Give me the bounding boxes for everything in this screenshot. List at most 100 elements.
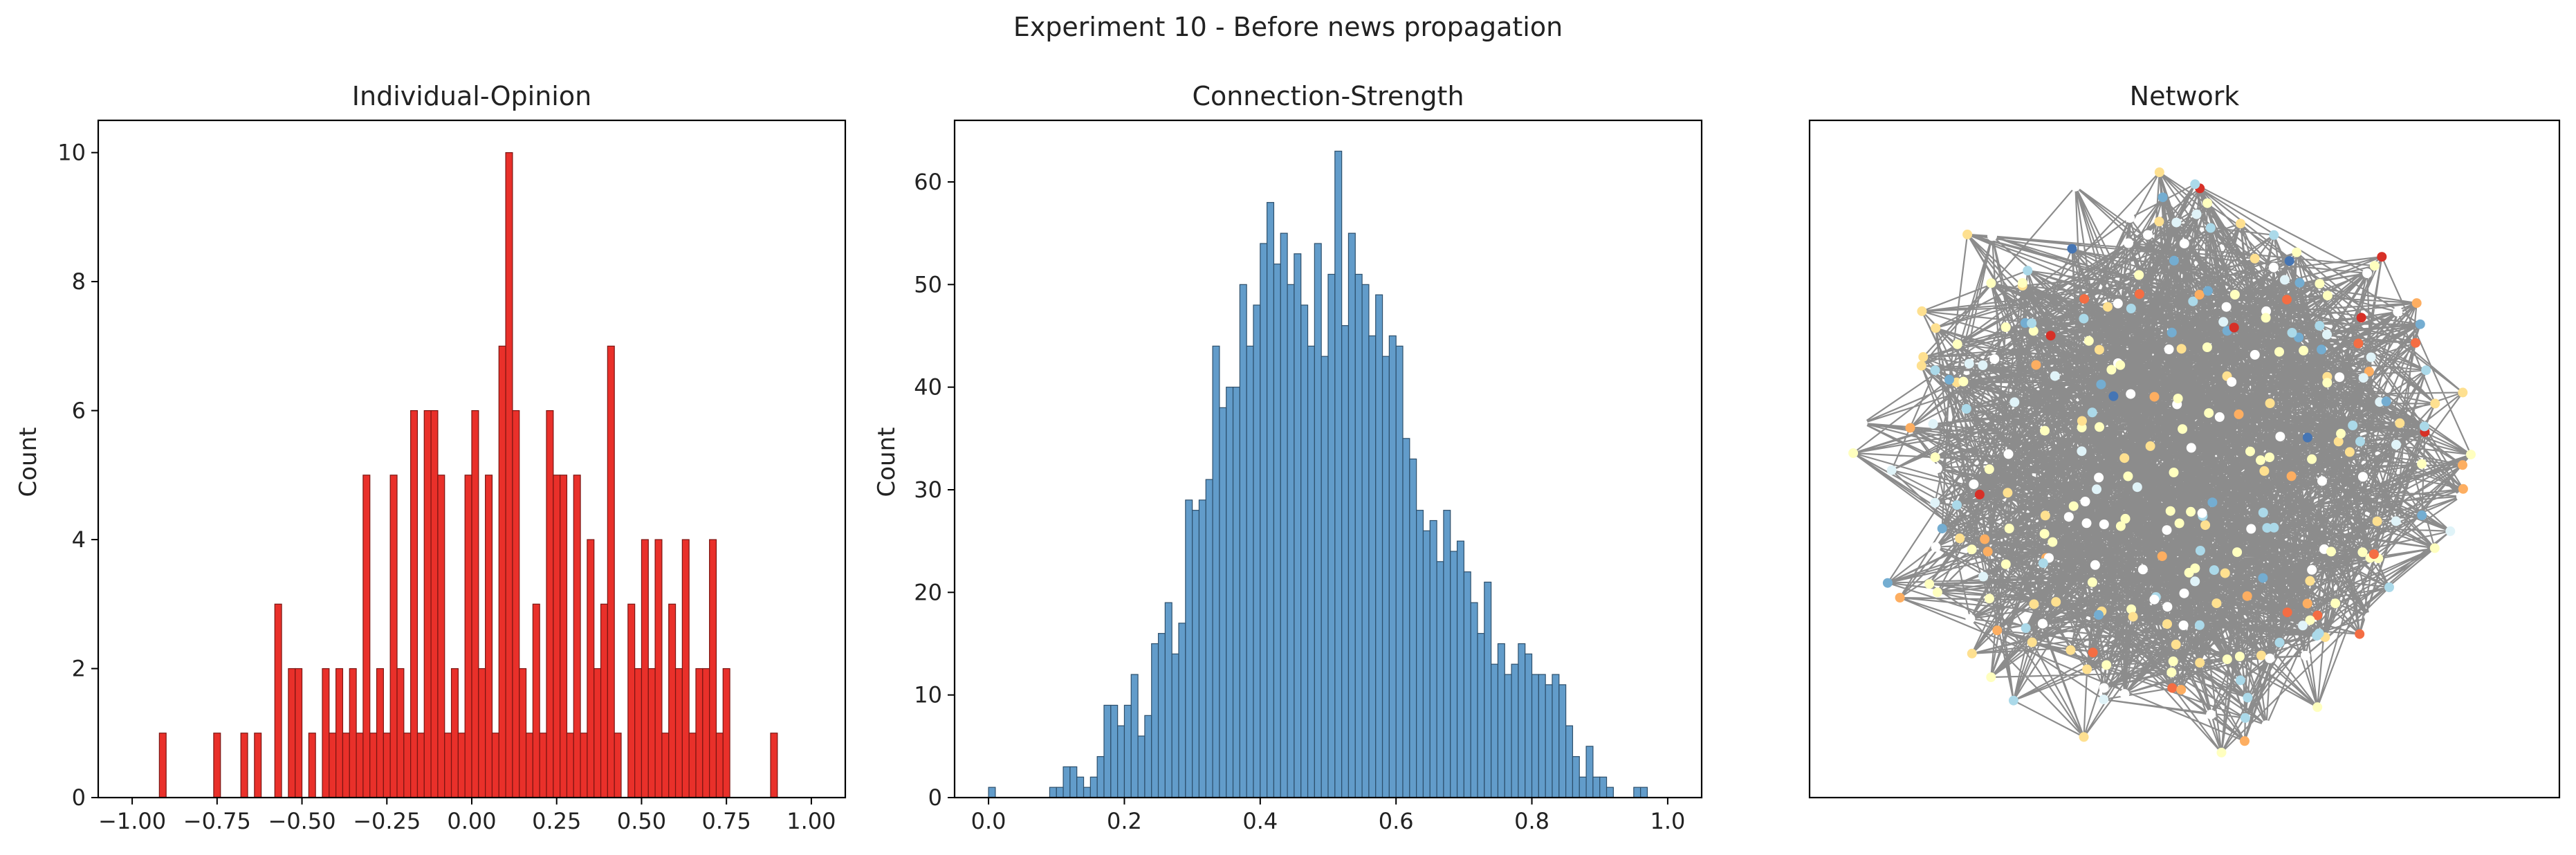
histogram-bar [1375,294,1383,798]
network-node [2284,256,2294,266]
histogram-bar [322,668,330,798]
x-tick-label: 0.8 [1514,808,1549,834]
histogram-bar [1565,725,1574,798]
histogram-bar [553,475,561,798]
network-node [2070,181,2081,192]
histogram-bar [1171,653,1179,798]
network-node [2176,685,2187,695]
network-node [2282,295,2292,305]
network-node [1930,365,1940,376]
histogram-bar [1157,633,1166,798]
network-node [2149,594,2160,605]
histogram-bar [1381,356,1390,798]
opinion-plot-frame [97,119,847,799]
histogram-bar [1239,284,1247,798]
opinion-histogram-panel: Individual-Opinion Count −1.00 −0.75 −0.50… [15,81,847,834]
histogram-bar [362,475,371,798]
histogram-bar [410,410,418,798]
histogram-bar [1198,499,1206,798]
histogram-bar [1300,304,1309,798]
histogram-bar [1076,776,1085,798]
network-node [2265,653,2275,663]
histogram-bar [532,603,540,798]
network-node [2355,629,2365,639]
network-node [1965,614,1976,624]
x-tick-label: 0.0 [971,808,1006,834]
network-nodes [1848,167,2476,757]
histogram-bar [539,733,547,798]
network-node [2234,409,2244,419]
histogram-bar [641,539,649,798]
histogram-bar [1103,704,1112,798]
network-node [2205,223,2216,233]
histogram-bar [587,539,595,798]
histogram-bar [1361,284,1370,798]
network-panel: Network [1808,81,2561,799]
network-node [2154,167,2164,177]
histogram-bar [1484,581,1492,798]
network-node [2171,217,2182,228]
histogram-bar [1470,602,1478,798]
network-node [2000,322,2011,332]
network-node [2298,620,2308,631]
x-tick-label: −0.75 [183,808,251,834]
network-node [2377,252,2387,262]
network-node [2048,537,2058,547]
histogram-bar [430,410,439,798]
x-tick-label: 1.00 [786,808,836,834]
histogram-bar [988,787,996,798]
network-node [2094,472,2104,483]
network-node [1986,672,1996,682]
network-node [2265,398,2275,408]
network-node [2384,582,2394,592]
histogram-bar [396,668,405,798]
histogram-bar [512,410,520,798]
y-tick-label: 20 [914,579,942,605]
histogram-bar [1178,623,1186,798]
histogram-bar [1280,232,1288,798]
histogram-bar [1192,510,1200,798]
histogram-bar [423,410,432,798]
histogram-bar [1341,325,1350,798]
network-node [2103,302,2113,312]
network-node [2348,421,2358,430]
network-node [2099,683,2109,693]
y-tick-label: 2 [72,656,86,682]
histogram-bar [1056,787,1064,798]
network-node [1952,500,1962,511]
network-node [2194,620,2205,630]
network-node [2008,695,2018,706]
network-node [2220,568,2230,578]
network-node [2336,428,2346,439]
network-node [2134,270,2144,280]
network-node [1857,418,1868,428]
network-node [2269,522,2279,533]
network-node [1886,465,1897,475]
histogram-bar [1321,356,1329,798]
network-node [2353,338,2364,349]
network-node [2364,367,2374,377]
network-node [2087,407,2097,418]
network-node [2157,551,2167,562]
network-node [1918,352,1929,362]
network-node [2190,576,2200,587]
network-node [2137,564,2148,575]
network-node [2366,352,2376,362]
network-node [2099,695,2109,705]
network-node [2125,213,2135,223]
network-node [2003,449,2014,459]
network-node [2167,683,2178,693]
histogram-bar [158,733,167,798]
histogram-bar [688,733,697,798]
histogram-bar [1518,643,1526,798]
network-node [2162,525,2172,535]
network-node [2326,546,2336,557]
network-node [2317,476,2327,486]
network-node [2124,238,2133,248]
histogram-bar [464,475,472,798]
network-node [2302,432,2312,443]
histogram-bar [1579,776,1587,798]
network-node [2029,599,2039,609]
network-node [2162,602,2173,612]
network-node [2037,618,2048,629]
